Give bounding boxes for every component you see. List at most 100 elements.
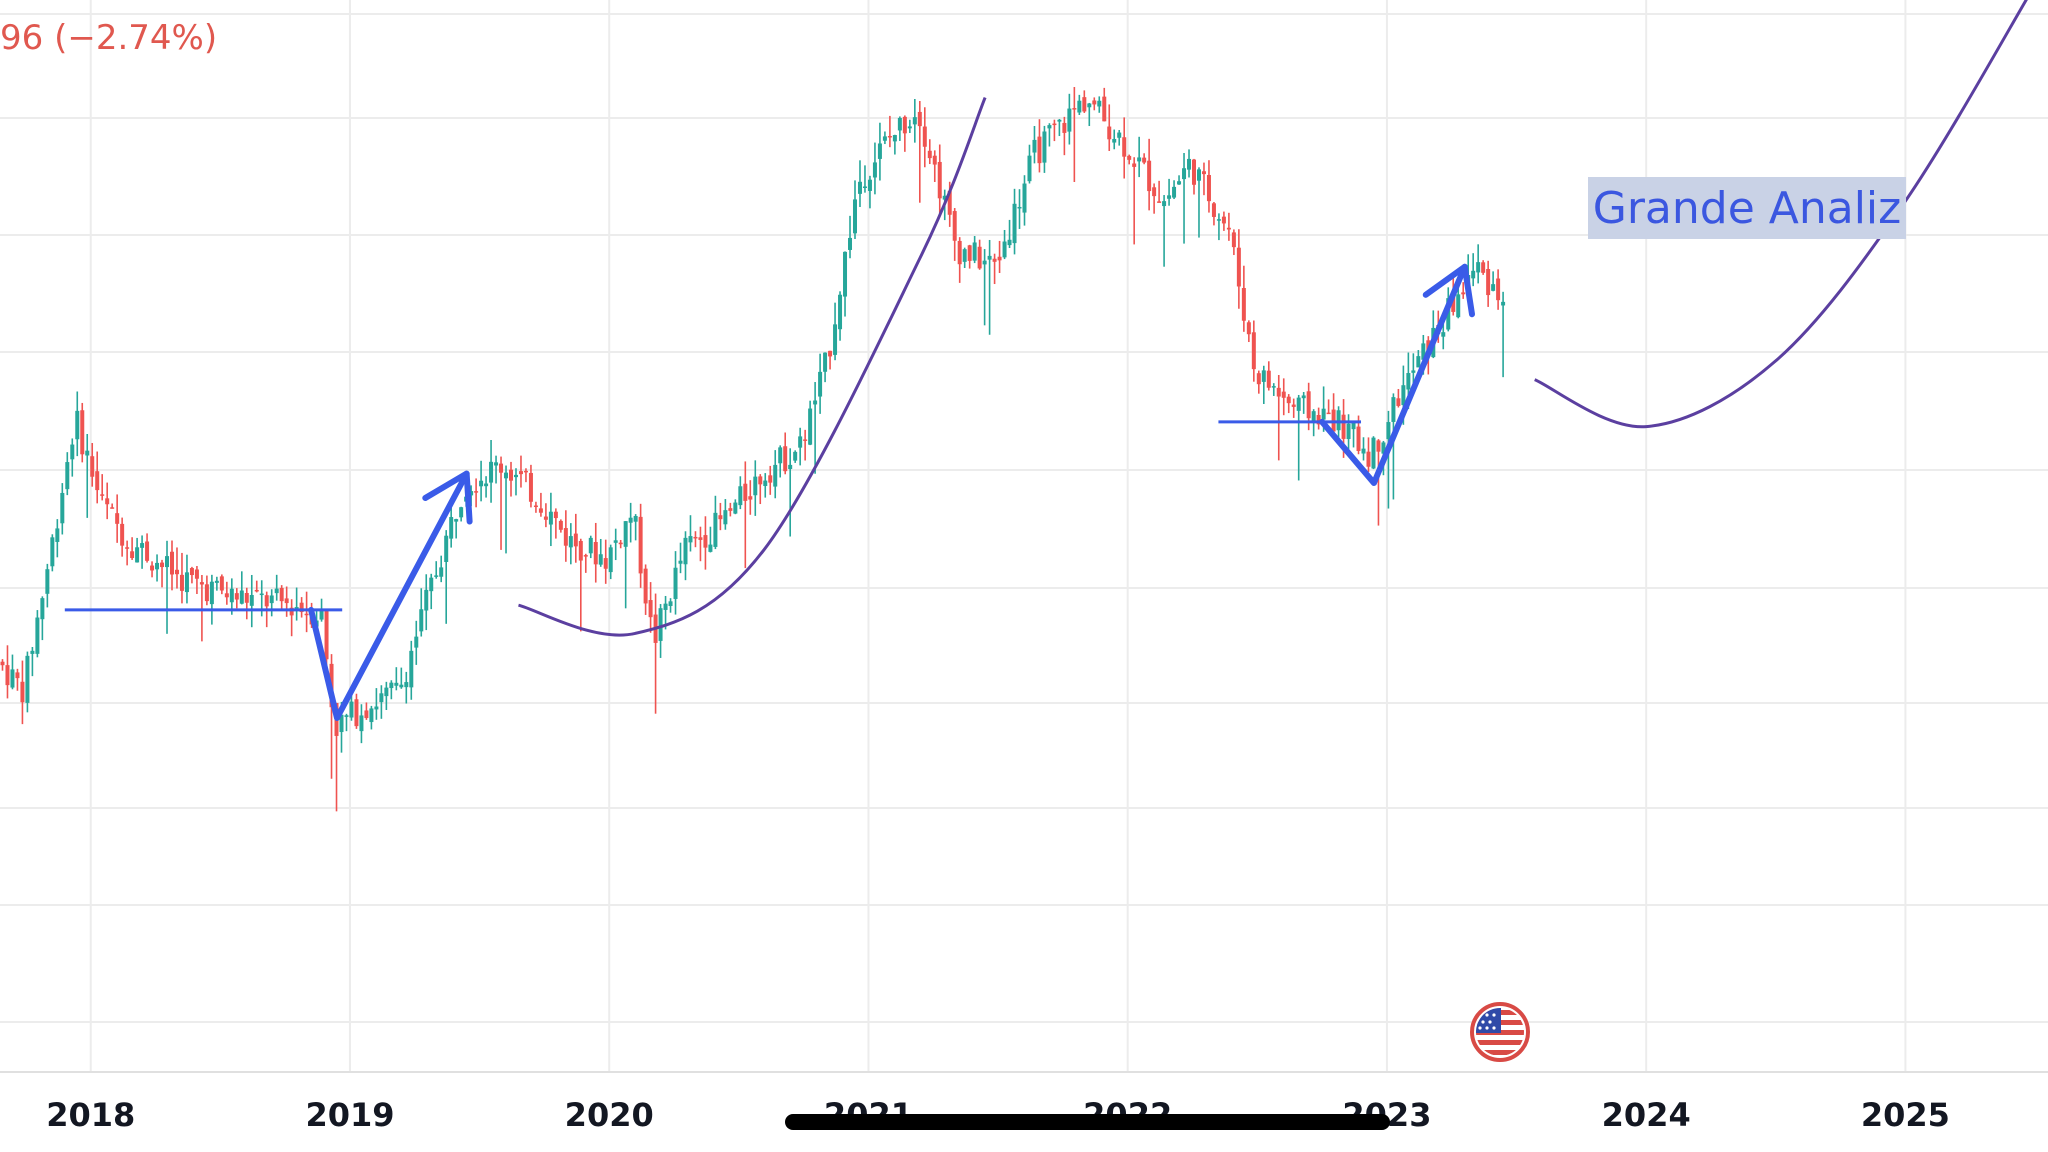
candle-body: [967, 245, 972, 261]
candle-body: [828, 350, 833, 357]
candle-body: [40, 598, 45, 620]
cup-curve-2020[interactable]: [518, 97, 987, 637]
candle-body: [1461, 292, 1466, 295]
candle-body: [723, 510, 728, 525]
candle-body: [1261, 370, 1266, 382]
candle-body: [1032, 139, 1037, 153]
candle-body: [339, 714, 344, 733]
arrow-2023-path[interactable]: [1319, 263, 1468, 486]
candle-body: [209, 581, 214, 605]
candle-body: [1162, 201, 1167, 207]
candle-body: [95, 471, 100, 491]
candle-body: [518, 471, 523, 475]
candle-body: [1246, 322, 1251, 335]
candle-body: [638, 516, 643, 574]
candle-body: [1142, 157, 1147, 163]
candle-body: [763, 480, 768, 487]
candle-body: [70, 444, 75, 460]
candle-body: [155, 562, 160, 570]
arrow-2019-head-icon[interactable]: [422, 470, 473, 525]
candle-body: [229, 588, 234, 603]
candle-body: [344, 715, 349, 717]
candle-body: [1147, 160, 1152, 192]
candle-body: [843, 251, 848, 297]
candle-body: [484, 483, 489, 487]
candle-body: [992, 258, 997, 262]
candle-body: [1371, 437, 1376, 469]
candle-body: [1027, 155, 1032, 182]
candle-body: [304, 613, 309, 616]
candle-body: [1007, 239, 1012, 246]
candle-body: [628, 517, 633, 523]
candle-body: [1097, 100, 1102, 107]
candle-body: [1256, 373, 1261, 385]
candle-body: [1346, 423, 1351, 440]
arrow-2019-path[interactable]: [308, 470, 470, 721]
candle-body: [538, 508, 543, 513]
candle-body: [1042, 131, 1047, 163]
candle-body: [1132, 163, 1137, 167]
candle-body: [813, 400, 818, 405]
candle-body: [1376, 440, 1381, 452]
candle-body: [1291, 404, 1296, 407]
candle-body: [917, 111, 922, 127]
candle-body: [902, 116, 907, 134]
candle-body: [319, 609, 324, 620]
candle-body: [838, 294, 843, 330]
candle-body: [912, 117, 917, 125]
annotation-label[interactable]: Grande Analiz: [1588, 177, 1906, 239]
candle-body: [244, 593, 249, 603]
candle-body: [718, 515, 723, 520]
candle-body: [479, 480, 484, 487]
candle-body: [30, 650, 35, 654]
candle-body: [558, 520, 563, 530]
candle-body: [254, 589, 259, 592]
candle-body: [1037, 136, 1042, 164]
candle-body: [25, 655, 30, 703]
candle-body: [324, 609, 329, 660]
candle-body: [907, 126, 912, 129]
candle-body: [1281, 391, 1286, 398]
candle-body: [1406, 373, 1411, 390]
candle-body: [174, 569, 179, 575]
candle-body: [688, 536, 693, 543]
candle-body: [922, 126, 927, 147]
candle-body: [359, 715, 364, 732]
projection-curve[interactable]: [1534, 0, 2035, 429]
candle-body: [1251, 332, 1256, 370]
candle-body: [1157, 201, 1162, 203]
candle-body: [259, 593, 264, 596]
candle-body: [1486, 269, 1491, 296]
candle-body: [474, 491, 479, 493]
candle-body: [374, 706, 379, 710]
candle-body: [882, 136, 887, 141]
candle-body: [1456, 294, 1461, 318]
arrow-2023-head-icon[interactable]: [1422, 263, 1476, 318]
candle-body: [369, 708, 374, 723]
candle-body: [419, 609, 424, 632]
candle-body: [1127, 155, 1132, 160]
candle-body: [384, 687, 389, 697]
candle-body: [504, 472, 509, 479]
x-tick-label: 2019: [305, 1096, 395, 1134]
candle-body: [932, 155, 937, 165]
home-indicator[interactable]: [785, 1114, 1390, 1130]
candle-body: [1491, 284, 1496, 291]
candle-body: [459, 507, 464, 518]
candle-body: [90, 456, 95, 477]
us-flag-icon[interactable]: [1465, 1000, 1535, 1064]
candle-body: [1211, 203, 1216, 217]
candle-body: [1102, 96, 1107, 122]
candle-body: [927, 150, 932, 159]
candle-body: [1236, 247, 1241, 287]
candle-body: [962, 249, 967, 262]
x-tick-label: 2024: [1601, 1096, 1691, 1134]
candle-body: [204, 584, 209, 602]
candle-body: [249, 594, 254, 606]
candle-body: [658, 608, 663, 641]
candle-body: [633, 515, 638, 522]
candle-body: [1087, 103, 1092, 108]
candle-body: [1421, 343, 1426, 360]
candle-body: [713, 512, 718, 547]
